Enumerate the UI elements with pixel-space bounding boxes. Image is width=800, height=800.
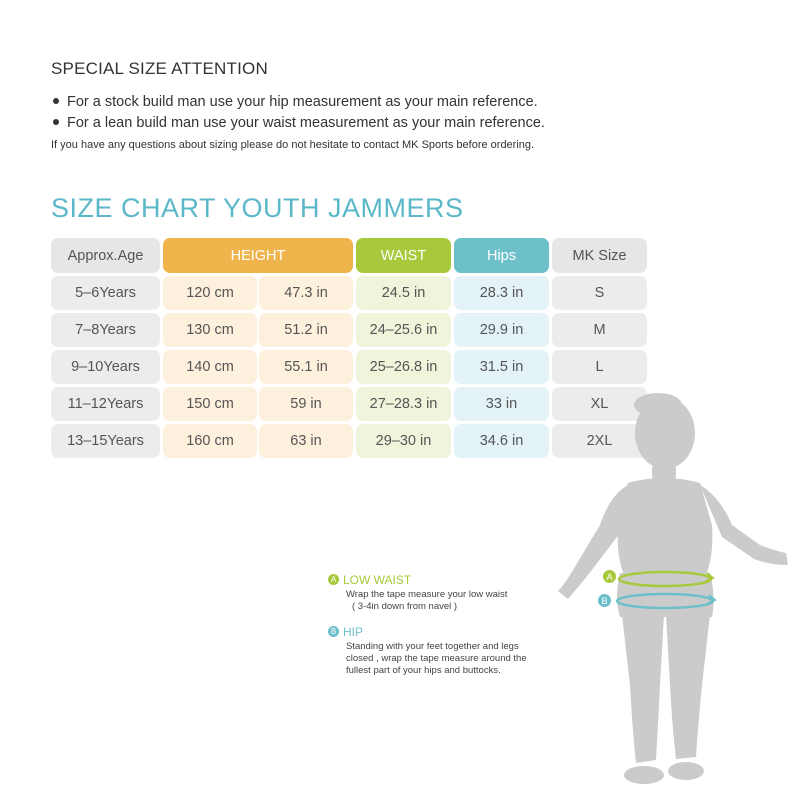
legend-line: ( 3-4in down from navel ) bbox=[352, 601, 458, 612]
sizing-note: If you have any questions about sizing p… bbox=[51, 139, 535, 151]
figure-badge-a-icon: A bbox=[603, 570, 616, 583]
cell-waist: 27–28.3 in bbox=[356, 387, 451, 421]
legend-title: LOW WAIST bbox=[343, 572, 412, 587]
cell-waist: 24.5 in bbox=[356, 276, 451, 310]
legend-line: Standing with your feet together and leg… bbox=[346, 641, 519, 652]
legend-line: Wrap the tape measure your low waist bbox=[346, 589, 508, 600]
header-height: HEIGHT bbox=[163, 238, 353, 273]
bullet-item: For a lean build man use your waist meas… bbox=[51, 113, 545, 134]
legend-title: HIP bbox=[343, 624, 364, 639]
header-waist: WAIST bbox=[356, 238, 451, 273]
cell-height-cm: 160 cm bbox=[163, 424, 257, 458]
cell-height-in: 55.1 in bbox=[259, 350, 353, 384]
badge-b-icon: B bbox=[328, 626, 339, 638]
cell-hips: 31.5 in bbox=[454, 350, 549, 384]
cell-hips: 29.9 in bbox=[454, 313, 549, 347]
cell-age: 13–15Years bbox=[51, 424, 160, 458]
bullet-item: For a stock build man use your hip measu… bbox=[51, 92, 545, 113]
header-hips: Hips bbox=[454, 238, 549, 273]
chart-title: SIZE CHART YOUTH JAMMERS bbox=[51, 193, 464, 223]
cell-waist: 29–30 in bbox=[356, 424, 451, 458]
legend-line: closed , wrap the tape measure around th… bbox=[346, 653, 527, 664]
cell-size: 2XL bbox=[552, 424, 647, 458]
bullet-text: For a stock build man use your hip measu… bbox=[67, 94, 538, 110]
cell-size: S bbox=[552, 276, 647, 310]
cell-height-in: 63 in bbox=[259, 424, 353, 458]
cell-hips: 28.3 in bbox=[454, 276, 549, 310]
cell-height-cm: 120 cm bbox=[163, 276, 257, 310]
cell-hips: 33 in bbox=[454, 387, 549, 421]
legend-low-waist: A LOW WAIST Wrap the tape measure your lo… bbox=[328, 571, 556, 613]
cell-height-cm: 150 cm bbox=[163, 387, 257, 421]
cell-age: 11–12Years bbox=[51, 387, 160, 421]
child-silhouette-illustration bbox=[558, 393, 788, 784]
legend-description: Standing with your feet together and leg… bbox=[346, 641, 556, 677]
cell-waist: 24–25.6 in bbox=[356, 313, 451, 347]
cell-height-in: 51.2 in bbox=[259, 313, 353, 347]
legend-hip: B HIP Standing with your feet together an… bbox=[328, 623, 556, 677]
cell-height-cm: 140 cm bbox=[163, 350, 257, 384]
cell-age: 9–10Years bbox=[51, 350, 160, 384]
header-age: Approx.Age bbox=[51, 238, 160, 273]
attention-title: SPECIAL SIZE ATTENTION bbox=[51, 59, 268, 78]
cell-age: 5–6Years bbox=[51, 276, 160, 310]
bullet-text: For a lean build man use your waist meas… bbox=[67, 115, 545, 131]
cell-size: L bbox=[552, 350, 647, 384]
figure-badge-b-icon: B bbox=[598, 594, 611, 607]
cell-size: M bbox=[552, 313, 647, 347]
cell-height-in: 47.3 in bbox=[259, 276, 353, 310]
bullet-dot-icon bbox=[53, 98, 59, 105]
cell-hips: 34.6 in bbox=[454, 424, 549, 458]
cell-size: XL bbox=[552, 387, 647, 421]
cell-height-in: 59 in bbox=[259, 387, 353, 421]
attention-bullets: For a stock build man use your hip measu… bbox=[51, 92, 545, 134]
legend-line: fullest part of your hips and buttocks. bbox=[346, 665, 501, 676]
legend-description: Wrap the tape measure your low waist ( 3… bbox=[346, 589, 556, 613]
cell-waist: 25–26.8 in bbox=[356, 350, 451, 384]
cell-height-cm: 130 cm bbox=[163, 313, 257, 347]
header-size: MK Size bbox=[552, 238, 647, 273]
bullet-dot-icon bbox=[53, 119, 59, 126]
badge-a-icon: A bbox=[328, 574, 339, 586]
cell-age: 7–8Years bbox=[51, 313, 160, 347]
